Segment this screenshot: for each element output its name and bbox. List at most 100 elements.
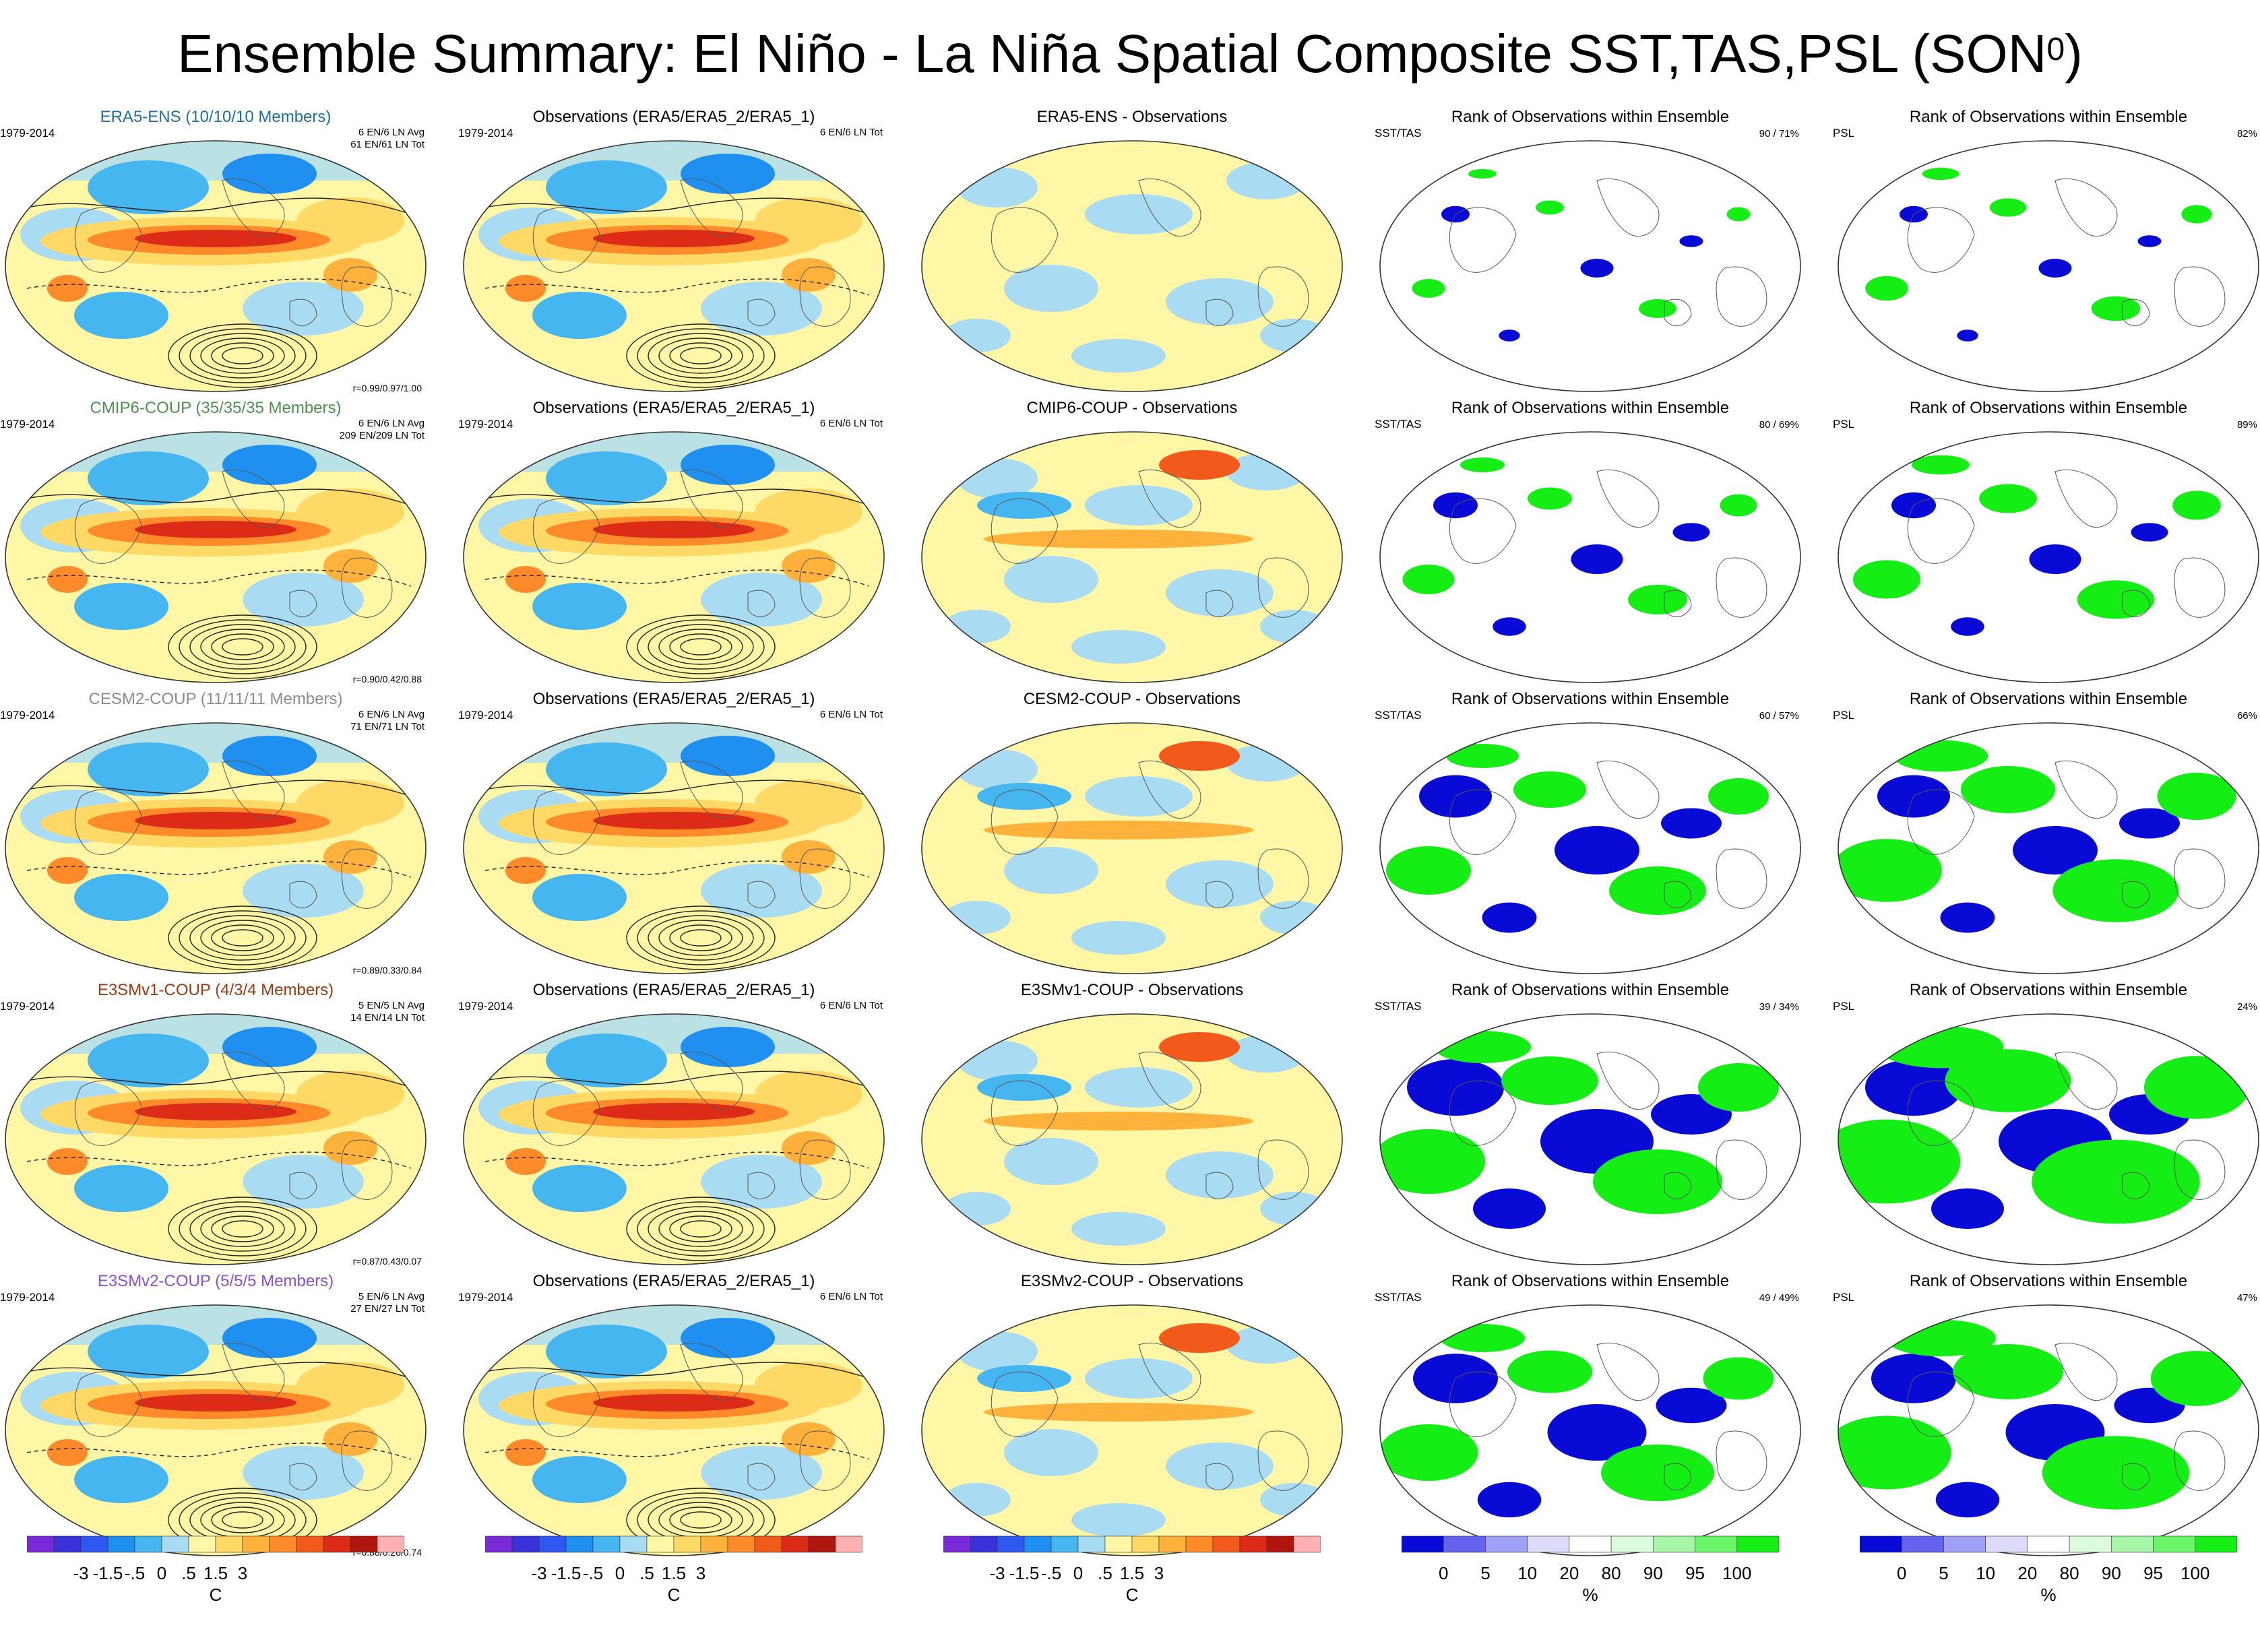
- colorbar-tick-label: 3: [1154, 1563, 1164, 1583]
- colorbar-tick-label: 3: [695, 1563, 706, 1583]
- colorbar-swatch: [1024, 1535, 1052, 1553]
- rank-percent: 39 / 34%: [1759, 1001, 1799, 1013]
- world-map: [5, 1304, 427, 1556]
- panel-title: ERA5-ENS - Observations: [1036, 108, 1228, 126]
- pattern-correlation: r=0.89/0.33/0.84: [352, 965, 422, 976]
- pattern-correlation: r=0.90/0.42/0.88: [352, 674, 422, 685]
- pattern-correlation: r=0.99/0.97/1.00: [352, 383, 422, 393]
- period-label: 1979-2014: [0, 127, 55, 139]
- panel-title: Observations (ERA5/ERA5_2/ERA5_1): [532, 399, 815, 417]
- panel-title: Rank of Observations within Ensemble: [1451, 108, 1730, 126]
- colorbar-tick-label: 3: [237, 1563, 248, 1583]
- panel-obs: Observations (ERA5/ERA5_2/ERA5_1) 1979-20…: [458, 690, 889, 981]
- colorbar-swatch: [107, 1535, 135, 1553]
- colorbar-swatch: [485, 1535, 513, 1553]
- colorbar-tick-label: 5: [1939, 1563, 1949, 1583]
- colorbar-swatch: [835, 1535, 862, 1553]
- colorbar-tick-label: .5: [181, 1563, 196, 1583]
- world-map: [5, 1013, 427, 1265]
- panel-title: CMIP6-COUP - Observations: [1026, 399, 1238, 417]
- colorbar-swatch: [27, 1535, 55, 1553]
- event-count-avg: 6 EN/6 LN Avg: [358, 127, 425, 138]
- panel-title: Rank of Observations within Ensemble: [1909, 1272, 2188, 1290]
- colorbar-tick-label: 5: [1480, 1563, 1490, 1583]
- period-label: 1979-2014: [458, 1291, 513, 1304]
- panel-obs: Observations (ERA5/ERA5_2/ERA5_1) 1979-20…: [458, 108, 889, 399]
- panel-rank-sst: Rank of Observations within Ensemble SST/…: [1375, 399, 1806, 690]
- panel-title: E3SMv1-COUP (4/3/4 Members): [97, 981, 334, 999]
- world-map: [1379, 140, 1801, 392]
- colorbar-swatch: [1077, 1535, 1106, 1553]
- panel-ens: E3SMv1-COUP (4/3/4 Members) 1979-2014 5 EN…: [0, 981, 431, 1272]
- colorbar-swatch: [1443, 1535, 1486, 1553]
- period-label: 1979-2014: [458, 127, 513, 139]
- variable-label: SST/TAS: [1375, 709, 1422, 722]
- world-map: [1379, 1304, 1801, 1556]
- colorbar-swatch: [808, 1535, 836, 1553]
- colorbar-tick-label: 0: [1073, 1563, 1084, 1583]
- rank-percent: 90 / 71%: [1759, 128, 1799, 139]
- period-label: 1979-2014: [0, 1000, 55, 1013]
- colorbar-tick-label: -.5: [124, 1563, 146, 1583]
- panel-obs: Observations (ERA5/ERA5_2/ERA5_1) 1979-20…: [458, 399, 889, 690]
- panel-title: Rank of Observations within Ensemble: [1909, 108, 2188, 126]
- panel-rank-sst: Rank of Observations within Ensemble SST/…: [1375, 981, 1806, 1272]
- variable-label: PSL: [1833, 127, 1855, 139]
- panel-title: E3SMv2-COUP - Observations: [1020, 1272, 1244, 1290]
- colorbar-swatch: [323, 1535, 351, 1553]
- colorbar-swatch: [538, 1535, 567, 1553]
- rank-percent: 80 / 69%: [1759, 419, 1799, 431]
- colorbar-swatches: [1402, 1535, 1779, 1553]
- panel-title: Rank of Observations within Ensemble: [1451, 690, 1730, 708]
- rank-percent: 89%: [2236, 419, 2257, 431]
- colorbar-swatch: [2111, 1535, 2154, 1553]
- panel-title: Rank of Observations within Ensemble: [1909, 690, 2188, 708]
- world-map: [5, 722, 427, 974]
- rank-percent: 49 / 49%: [1759, 1292, 1799, 1304]
- colorbar-tick-label: 0: [615, 1563, 625, 1583]
- colorbar-tick-label: 95: [1685, 1563, 1705, 1583]
- rank-percent: 66%: [2236, 710, 2257, 722]
- event-count-total: 6 EN/6 LN Tot: [819, 709, 883, 720]
- event-count-total: 6 EN/6 LN Tot: [819, 127, 883, 138]
- pattern-correlation: r=0.87/0.43/0.07: [352, 1256, 422, 1267]
- colorbar-swatch: [350, 1535, 378, 1553]
- event-count-total: 14 EN/14 LN Tot: [350, 1012, 425, 1023]
- colorbar-temperature: -3 -1.5 -.5 0 .5 1.5 3 C: [943, 1533, 1375, 1634]
- panel-title: ERA5-ENS (10/10/10 Members): [100, 108, 332, 126]
- world-map: [463, 1304, 885, 1556]
- panel-rank-sst: Rank of Observations within Ensemble SST/…: [1375, 1272, 1806, 1563]
- colorbar-tick-label: -.5: [1040, 1563, 1062, 1583]
- colorbar-tick-label: 80: [1601, 1563, 1621, 1583]
- colorbar-swatch: [1158, 1535, 1187, 1553]
- colorbar-swatch: [1653, 1535, 1695, 1553]
- colorbar-swatch: [727, 1535, 755, 1553]
- variable-label: PSL: [1833, 709, 1855, 722]
- variable-label: SST/TAS: [1375, 1291, 1422, 1304]
- event-count-avg: 5 EN/6 LN Avg: [358, 1291, 425, 1302]
- colorbar-tick-label: -3: [73, 1563, 89, 1583]
- panel-diff: CMIP6-COUP - Observations: [916, 399, 1348, 690]
- colorbar-swatch: [2027, 1535, 2070, 1553]
- event-count-avg: 6 EN/6 LN Avg: [358, 709, 425, 720]
- panel-rank-psl: Rank of Observations within Ensemble PSL 2…: [1833, 981, 2260, 1272]
- colorbar-swatch: [1104, 1535, 1133, 1553]
- panel-title: Rank of Observations within Ensemble: [1451, 981, 1730, 999]
- period-label: 1979-2014: [0, 1291, 55, 1304]
- world-map: [1838, 431, 2259, 683]
- colorbar-unit: %: [1582, 1585, 1598, 1605]
- colorbar-swatch: [1266, 1535, 1294, 1553]
- colorbar-tick-label: -3: [531, 1563, 547, 1583]
- panel-diff: E3SMv2-COUP - Observations: [916, 1272, 1348, 1563]
- panel-title: Observations (ERA5/ERA5_2/ERA5_1): [532, 1272, 815, 1290]
- colorbar-swatch: [188, 1535, 216, 1553]
- colorbar-swatch: [80, 1535, 108, 1553]
- colorbar-tick-label: 10: [1517, 1563, 1538, 1583]
- colorbar-tick-label: 20: [2017, 1563, 2038, 1583]
- period-label: 1979-2014: [458, 418, 513, 431]
- panel-diff: CESM2-COUP - Observations: [916, 690, 1348, 981]
- variable-label: SST/TAS: [1375, 127, 1422, 139]
- world-map: [1379, 722, 1801, 974]
- colorbar-temperature: -3 -1.5 -.5 0 .5 1.5 3 C: [485, 1533, 916, 1634]
- world-map: [463, 431, 885, 683]
